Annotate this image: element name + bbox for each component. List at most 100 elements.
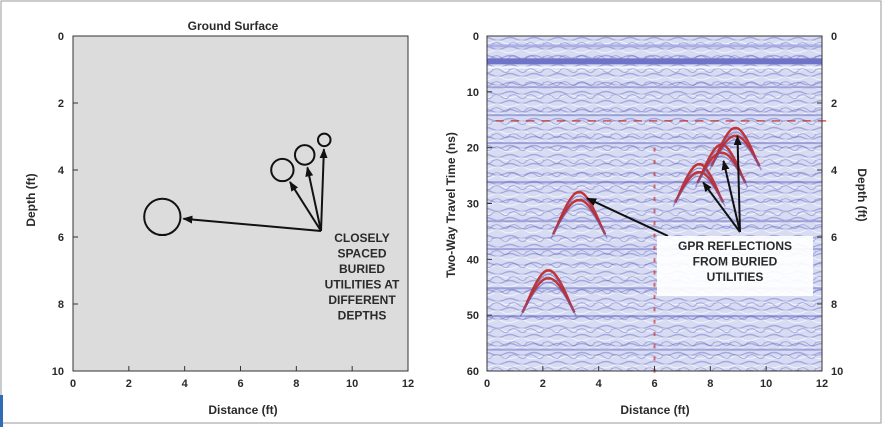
y-tick-label: 8 [58, 299, 64, 311]
stratum-band [487, 86, 822, 89]
band-highlight [487, 66, 822, 69]
travel-time-tick-label: 50 [467, 310, 479, 322]
depth-tick-label: 6 [831, 232, 837, 244]
left-x-axis-label: Distance (ft) [208, 403, 277, 417]
trace-artifact [653, 319, 656, 324]
x-tick-label: 8 [707, 378, 713, 390]
annotation-line: FROM BURIED [693, 255, 778, 269]
reflection-hyperbola [519, 281, 578, 317]
annotation-line: CLOSELY [334, 231, 390, 245]
left-panel-title: Ground Surface [188, 19, 279, 33]
stratum-band [487, 287, 822, 290]
annotation-line: SPACED [337, 247, 386, 261]
left-arrows [182, 148, 328, 232]
trace-artifact [653, 221, 656, 226]
trace-artifact [653, 209, 656, 214]
stratum-band [487, 315, 822, 318]
x-tick-label: 4 [596, 378, 603, 390]
left-y-axis-label: Depth (ft) [24, 173, 38, 226]
travel-time-tick-label: 40 [467, 254, 479, 266]
trace-artifact [653, 282, 656, 287]
x-tick-label: 12 [402, 378, 414, 390]
radargram-bands [487, 44, 827, 373]
depth-tick-label: 0 [831, 31, 837, 43]
trace-artifact [653, 159, 656, 164]
x-tick-label: 10 [760, 378, 772, 390]
reflection-hyperbola [550, 203, 608, 239]
annotation-line: GPR REFLECTIONS [678, 239, 792, 253]
stratum-band [487, 348, 822, 351]
reflection-hyperbola [677, 163, 721, 195]
buried-utilities [143, 132, 332, 237]
x-tick-label: 2 [540, 378, 546, 390]
trace-artifact [653, 172, 656, 177]
annotation-box [657, 236, 813, 296]
travel-time-tick-label: 20 [467, 143, 479, 155]
annotation-line: DEPTHS [338, 309, 387, 323]
x-tick-label: 6 [237, 378, 243, 390]
trace-artifact [653, 258, 656, 263]
reflection-hyperbola [672, 175, 726, 207]
right-x-ticks: 0 2 4 6 8 10 12 [484, 366, 828, 390]
x-tick-label: 10 [346, 378, 358, 390]
travel-time-tick-label: 10 [467, 87, 479, 99]
right-right-y-ticks: 0 2 4 6 8 10 [817, 31, 843, 378]
reflection-arrow [702, 181, 741, 233]
reflection-hyperbolas [519, 126, 763, 317]
travel-time-tick-label: 0 [473, 31, 479, 43]
travel-time-tick-label: 30 [467, 199, 479, 211]
reflection-hyperbola [673, 171, 725, 203]
annotation-line: UTILITIES AT [325, 278, 400, 292]
reflection-hyperbola [551, 199, 607, 235]
annotation-line: BURIED [339, 262, 385, 276]
reflection-hyperbola [555, 191, 603, 227]
x-tick-label: 6 [651, 378, 657, 390]
utility-arrow [289, 181, 322, 232]
utility-arrow [182, 215, 322, 232]
y-tick-label: 4 [58, 165, 65, 177]
right-depth-axis-label: Depth (ft) [855, 168, 869, 221]
y-tick-label: 0 [58, 31, 64, 43]
stratum-band [487, 114, 822, 117]
trace-artifact [653, 245, 656, 250]
x-tick-label: 12 [816, 378, 828, 390]
travel-time-axis-label: Two-Way Travel Time (ns) [444, 132, 458, 278]
trace-artifact [653, 331, 656, 336]
left-y-ticks: 0 2 4 6 8 10 [52, 31, 78, 378]
reflection-hyperbola [521, 277, 576, 314]
surface-band [487, 44, 822, 48]
y-tick-label: 10 [52, 366, 64, 378]
x-tick-label: 0 [484, 378, 490, 390]
reflection-arrow [586, 197, 669, 237]
right-x-axis-label: Distance (ft) [620, 403, 689, 417]
trace-artifact [653, 184, 656, 189]
x-tick-label: 4 [182, 378, 189, 390]
y-tick-label: 6 [58, 232, 64, 244]
utility-pipe [293, 144, 316, 166]
utility-pipe [270, 157, 295, 183]
reflection-arrow [721, 159, 741, 233]
trace-artifact [653, 233, 656, 238]
trace-artifact [653, 307, 656, 312]
utility-arrow [305, 166, 322, 232]
utility-arrow [319, 148, 328, 232]
trace-artifact [653, 196, 656, 201]
trace-artifact [653, 356, 656, 361]
left-plot-area [72, 35, 409, 372]
reflection-hyperbola [525, 269, 572, 305]
trace-artifact [653, 295, 656, 300]
depth-tick-label: 10 [831, 366, 843, 378]
trace-artifact [653, 270, 656, 275]
travel-time-tick-label: 60 [467, 366, 479, 378]
reflection-hyperbola [714, 126, 757, 159]
utility-pipe [143, 197, 182, 237]
depth-tick-label: 8 [831, 299, 837, 311]
y-tick-label: 2 [58, 98, 64, 110]
reflection-hyperbola [696, 151, 747, 184]
depth-tick-label: 2 [831, 98, 837, 110]
left-panel: Ground Surface 0 2 4 6 8 10 12 0 2 4 6 8 10 Distanc… [24, 19, 414, 417]
left-x-ticks: 0 2 4 6 8 10 12 [70, 366, 414, 390]
